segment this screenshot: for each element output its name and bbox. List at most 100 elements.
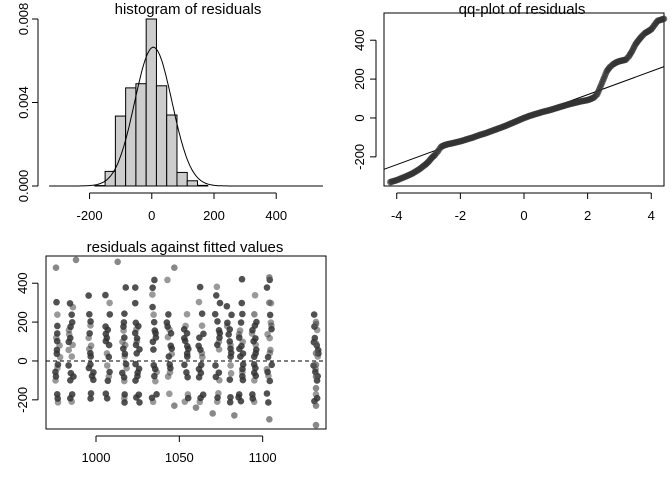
residual-point	[103, 350, 111, 357]
residual-point	[135, 391, 143, 398]
residual-point	[68, 391, 76, 398]
residual-point	[171, 264, 178, 271]
residual-point	[106, 368, 113, 376]
residual-point	[136, 399, 143, 406]
residual-point	[68, 353, 76, 360]
residual-point	[213, 283, 221, 291]
residual-point	[231, 412, 238, 419]
histogram-bar	[104, 170, 116, 187]
residual-point	[121, 334, 128, 341]
histogram-y-tick-label: 0.008	[16, 3, 31, 36]
residual-point	[151, 276, 158, 284]
residual-point	[102, 323, 109, 330]
residual-point	[196, 283, 204, 291]
residual-point	[192, 404, 200, 411]
residual-point	[150, 311, 157, 319]
residual-point	[182, 322, 189, 330]
residual-point	[72, 256, 80, 264]
residual-point	[53, 298, 60, 306]
residual-point	[106, 311, 114, 318]
residual-point	[150, 361, 158, 369]
residual-point	[122, 360, 130, 368]
residuals-y-tick-label: -200	[15, 387, 30, 413]
residual-point	[118, 369, 126, 377]
residual-point	[227, 370, 235, 377]
residual-point	[87, 395, 94, 402]
residual-point	[266, 311, 274, 319]
residual-point	[183, 369, 190, 376]
residual-point	[198, 310, 206, 317]
qq-y-tick-label: 0	[352, 114, 367, 121]
residual-point	[53, 330, 61, 337]
residual-point	[68, 311, 75, 318]
histogram-bar	[114, 115, 127, 187]
residual-point	[238, 299, 246, 307]
residual-point	[163, 319, 171, 326]
residual-point	[237, 319, 245, 326]
histogram-x-tick-label: 0	[148, 208, 155, 223]
residual-point	[67, 369, 75, 377]
histogram-title: histogram of residuals	[115, 1, 262, 18]
residual-point	[166, 361, 174, 368]
histogram-x-tick-label: -200	[77, 208, 103, 223]
residual-point	[181, 361, 188, 369]
residual-point	[225, 331, 232, 338]
qq-point	[660, 15, 668, 23]
histogram-bar	[176, 171, 188, 187]
residual-point	[136, 346, 143, 353]
residual-point	[132, 319, 140, 327]
residual-point	[224, 319, 231, 327]
residual-point	[53, 391, 61, 398]
residual-point	[167, 342, 175, 350]
residual-point	[86, 330, 93, 337]
qq-marks: -4 -2 0 2 4 -200 0 200 400	[352, 15, 668, 223]
residuals-plot-frame	[45, 255, 327, 430]
residual-point	[312, 402, 320, 409]
residual-point	[135, 365, 143, 373]
residual-point	[215, 326, 223, 334]
residual-point	[168, 350, 176, 358]
residual-point	[265, 399, 272, 406]
residual-point	[166, 390, 173, 398]
residual-point	[263, 365, 271, 373]
qq-title: qq-plot of residuals	[459, 1, 586, 18]
residual-point	[150, 346, 157, 353]
residual-point	[239, 350, 247, 357]
qq-y-tick-label: 200	[352, 68, 367, 90]
residual-point	[120, 319, 128, 326]
residual-point	[227, 393, 234, 401]
residual-point	[214, 318, 221, 325]
residual-point	[149, 291, 156, 298]
residual-point	[87, 318, 94, 325]
residual-point	[310, 311, 318, 318]
residual-point	[226, 338, 234, 345]
residual-point	[121, 310, 128, 318]
residual-point	[266, 377, 274, 385]
residual-point	[103, 362, 111, 369]
residual-point	[149, 303, 156, 311]
residual-point	[66, 300, 74, 307]
residual-point	[266, 415, 273, 423]
residual-point	[132, 360, 139, 368]
residual-point	[212, 292, 220, 299]
residual-point	[90, 369, 97, 376]
residual-point	[266, 299, 273, 306]
residual-point	[65, 346, 72, 354]
residual-point	[223, 302, 231, 310]
residual-point	[252, 335, 259, 342]
residual-point	[312, 349, 320, 357]
residual-point	[236, 327, 244, 334]
residual-point	[149, 284, 156, 292]
residual-point	[195, 342, 202, 350]
residual-point	[184, 391, 192, 398]
residual-point	[54, 361, 62, 368]
residual-point	[216, 299, 224, 307]
residual-point	[267, 319, 275, 326]
residuals-marks: 1000 1050 1100 -200 0 200 400	[15, 256, 326, 465]
qq-x-tick-label: -2	[455, 208, 467, 223]
residual-point	[267, 346, 274, 354]
residual-point	[54, 311, 61, 318]
density-curve	[49, 46, 323, 187]
residual-point	[215, 390, 222, 397]
residual-point	[131, 284, 139, 291]
